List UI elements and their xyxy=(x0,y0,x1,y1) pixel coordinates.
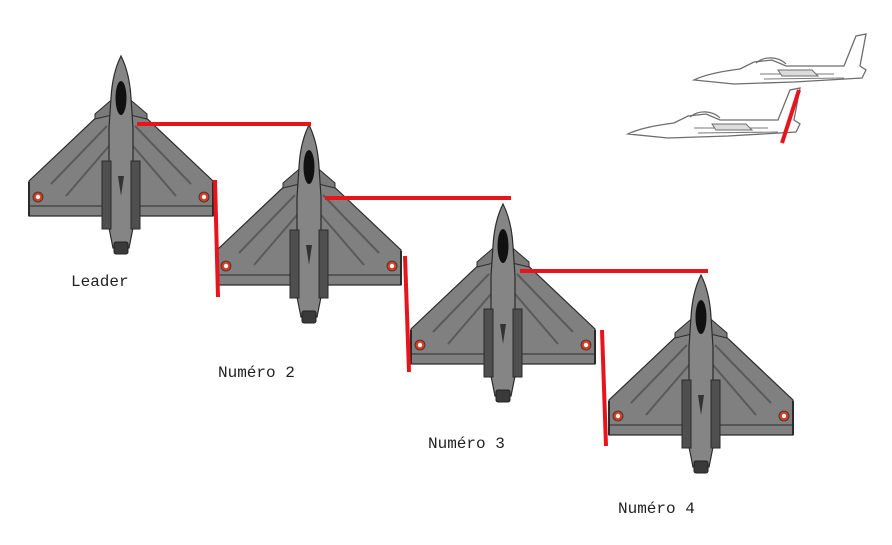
fighter-jet-top-view-icon xyxy=(216,124,402,324)
fighter-jet-top-view-icon xyxy=(608,274,794,474)
fighter-jet-side-view-icon xyxy=(693,33,867,85)
guide-line-vertical xyxy=(403,255,411,373)
aircraft-label-leader: Leader xyxy=(71,273,129,291)
aircraft-label-numero-2: Numéro 2 xyxy=(218,364,295,382)
fighter-jet-side-view-icon xyxy=(627,87,801,139)
side-view-guide-line xyxy=(780,89,801,144)
aircraft-label-numero-3: Numéro 3 xyxy=(428,435,505,453)
fighter-jet-top-view-icon xyxy=(28,55,214,255)
fighter-jet-top-view-icon xyxy=(410,203,596,403)
guide-line-vertical xyxy=(600,329,608,447)
aircraft-label-numero-4: Numéro 4 xyxy=(618,500,695,518)
guide-line-vertical xyxy=(213,179,220,298)
